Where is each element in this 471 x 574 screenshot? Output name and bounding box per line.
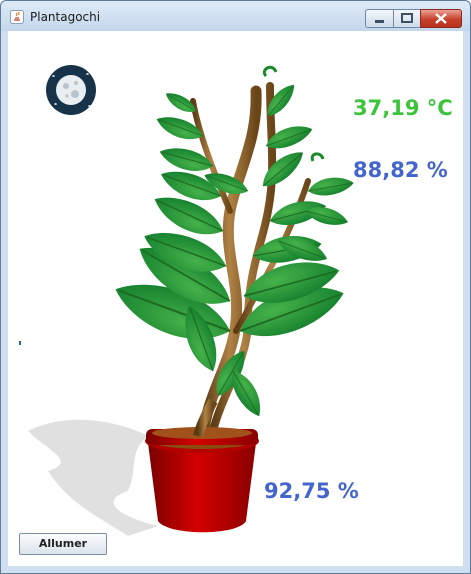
temperature-reading: 37,19 °C [353, 96, 453, 120]
title-bar[interactable]: Plantagochi [1, 1, 470, 31]
java-icon [10, 10, 24, 24]
soil-moisture-reading: 92,75 % [264, 479, 359, 503]
air-humidity-reading: 88,82 % [353, 158, 448, 182]
minimize-icon [375, 20, 384, 23]
content-area: 37,19 °C 88,82 % 92,75 % Allumer [8, 31, 463, 566]
moon-icon [46, 65, 96, 115]
close-button[interactable] [420, 9, 462, 28]
minimize-button[interactable] [365, 9, 394, 28]
maximize-icon [401, 13, 413, 23]
allumer-button[interactable]: Allumer [19, 533, 107, 555]
close-icon [435, 13, 447, 24]
plant-illustration [19, 65, 356, 536]
window-title: Plantagochi [30, 10, 101, 24]
maximize-button[interactable] [393, 9, 421, 28]
